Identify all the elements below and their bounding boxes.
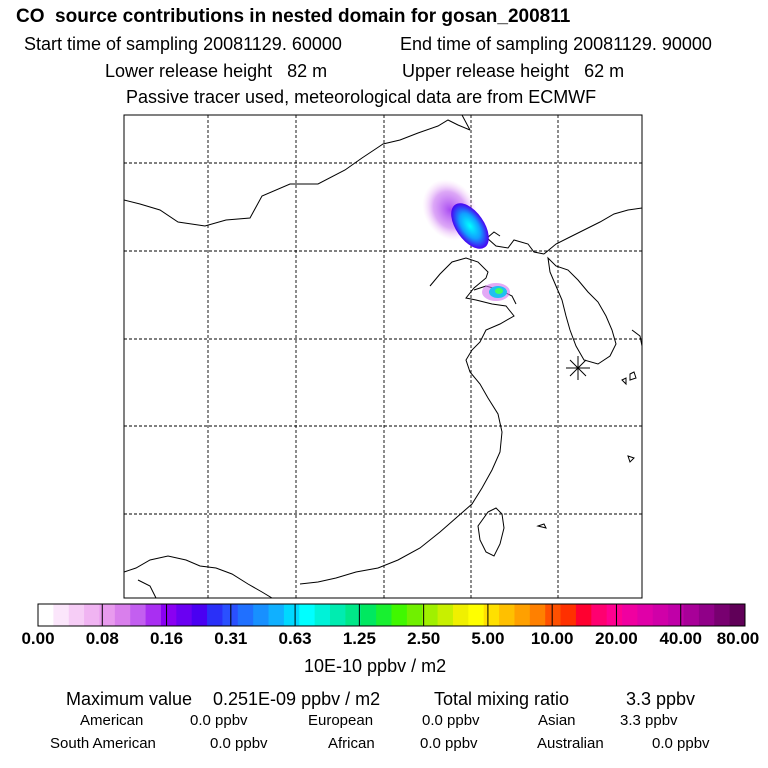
colorbar-cell [406, 604, 423, 626]
colorbar-cell [529, 604, 546, 626]
plume-south-peak [495, 288, 503, 294]
colorbar-cell [606, 604, 623, 626]
region-value: 0.0 ppbv [422, 712, 480, 729]
colorbar-cell [330, 604, 346, 626]
colorbar-cell [468, 604, 485, 626]
colorbar-tick-label: 80.00 [716, 629, 760, 648]
total-mixing-value: 3.3 ppbv [626, 689, 696, 709]
sampling-end: End time of sampling 20081129. 90000 [400, 34, 712, 54]
colorbar-cell [253, 604, 269, 626]
colorbar-tick-label: 5.00 [471, 629, 505, 648]
colorbar-cell [422, 604, 439, 626]
colorbar-cell [575, 604, 592, 626]
region-value: 0.0 ppbv [190, 712, 248, 729]
colorbar-cell [514, 604, 531, 626]
receptor-marker [566, 356, 590, 380]
tracer-note: Passive tracer used, meteorological data… [126, 87, 597, 107]
colorbar-cell [53, 604, 70, 626]
colorbar-cell [145, 604, 162, 626]
colorbar-unit: 10E-10 ppbv / m2 [304, 656, 447, 676]
colorbar-cell [729, 604, 746, 626]
colorbar-cell [668, 604, 684, 626]
colorbar-cell [191, 604, 208, 626]
plot-title: CO source contributions in nested domain… [16, 6, 571, 27]
colorbar-cell [160, 604, 177, 626]
colorbar-tick-label: 1.25 [342, 629, 376, 648]
map-frame [123, 114, 643, 599]
colorbar-cell [499, 604, 515, 626]
region-name: European [308, 712, 374, 729]
lower-release-height: Lower release height 82 m [105, 61, 328, 81]
region-name: African [328, 735, 375, 752]
colorbar-cell [99, 604, 116, 626]
colorbar-cell [698, 604, 715, 626]
colorbar-tick-label: 0.63 [278, 629, 312, 648]
colorbar-cell [560, 604, 577, 626]
colorbar-cell [207, 604, 223, 626]
colorbar-cell [391, 604, 408, 626]
colorbar-cell [483, 604, 500, 626]
colorbar-tick-label: 0.16 [149, 629, 184, 648]
colorbar-cell [637, 604, 654, 626]
region-value: 3.3 ppbv [620, 712, 678, 729]
colorbar-cell [376, 604, 392, 626]
colorbar-cell [714, 604, 731, 626]
colorbar-tick-label: 0.00 [21, 629, 55, 648]
colorbar-cell [299, 604, 316, 626]
colorbar-frame [37, 603, 746, 627]
plume-north-core [451, 203, 489, 249]
sampling-start: Start time of sampling 20081129. 60000 [24, 34, 342, 54]
colorbar-tick-label: 10.00 [530, 629, 574, 648]
colorbar-tick-label: 0.08 [85, 629, 119, 648]
colorbar-cell [268, 604, 285, 626]
region-name: South American [50, 735, 156, 752]
colorbar-cell [68, 604, 85, 626]
region-value: 0.0 ppbv [210, 735, 268, 752]
colorbar-cell [452, 604, 469, 626]
colorbar-tick-label: 2.50 [407, 629, 441, 648]
colorbar-tick-label: 0.31 [214, 629, 248, 648]
colorbar-cell [314, 604, 331, 626]
colorbar-cell [237, 604, 254, 626]
grid-lines [124, 115, 642, 598]
colorbar-cell [545, 604, 561, 626]
colorbar-cell [283, 604, 300, 626]
upper-release-height: Upper release height 62 m [402, 61, 625, 81]
colorbar-cell [360, 604, 377, 626]
colorbar-cell [38, 604, 54, 626]
max-value: 0.251E-09 ppbv / m2 [213, 689, 381, 709]
max-value-label: Maximum value [66, 689, 193, 709]
colorbar-tick-label: 20.00 [595, 629, 638, 648]
colorbar-cell [622, 604, 638, 626]
colorbar-cell [652, 604, 669, 626]
colorbar-cell [84, 604, 100, 626]
region-name: American [80, 712, 144, 729]
total-mixing-label: Total mixing ratio [434, 689, 570, 709]
colorbar-cell [683, 604, 700, 626]
plume-overlay [422, 179, 510, 301]
colorbar-cell [345, 604, 362, 626]
colorbar-cell [176, 604, 193, 626]
colorbar-cell [591, 604, 608, 626]
region-value: 0.0 ppbv [652, 735, 710, 752]
region-name: Asian [538, 712, 576, 729]
region-name: Australian [537, 735, 604, 752]
region-value: 0.0 ppbv [420, 735, 478, 752]
colorbar-cell [222, 604, 239, 626]
colorbar-cell [130, 604, 146, 626]
colorbar-cell [114, 604, 131, 626]
colorbar-tick-label: 40.00 [659, 629, 702, 648]
coastlines-and-borders [124, 115, 642, 598]
colorbar-cell [437, 604, 454, 626]
